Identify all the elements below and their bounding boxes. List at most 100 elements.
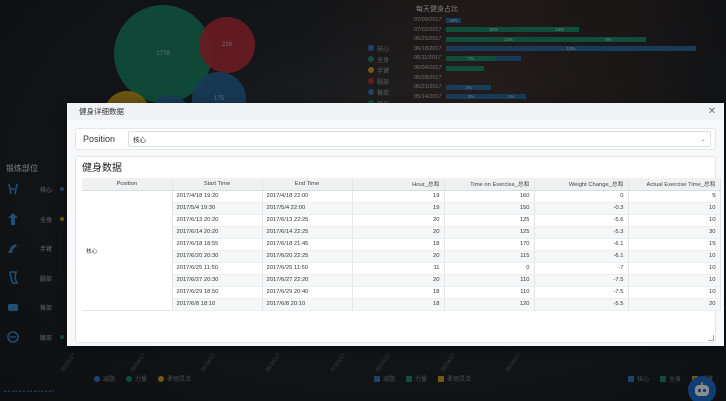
legend-label[interactable]: 全身 — [377, 58, 390, 64]
position-filter-label: Position — [83, 134, 116, 144]
legend-label[interactable]: 减脂 — [383, 377, 396, 383]
table-cell: -5.5 — [534, 298, 629, 311]
table-row[interactable]: 2017/5/4 19:30 2017/5/4 22:00 19 150 -0.3 10 — [82, 202, 721, 215]
table-row[interactable]: 2017/6/14 20:20 2017/6/14 22:25 20 125 -5.3 3… — [82, 226, 721, 239]
table-cell: -5.3 — [534, 226, 629, 239]
table-cell: 10 — [628, 274, 721, 287]
sidebar-item-label[interactable]: 腰部 — [40, 335, 53, 342]
legend-label[interactable]: 核心 — [637, 377, 650, 383]
legend-label[interactable]: 腿部 — [377, 80, 390, 86]
legend-label[interactable]: 减脂 — [103, 377, 116, 383]
arm-icon[interactable] — [5, 240, 21, 256]
table-cell: 2017/5/4 19:30 — [172, 202, 263, 215]
robot-icon — [695, 382, 709, 396]
table-cell: 20 — [628, 298, 721, 311]
bar-date: 06/11/2017 — [414, 55, 442, 62]
table-cell: 18 — [352, 238, 445, 251]
table-cell: 2017/6/20 22:25 — [262, 250, 353, 263]
bar-row[interactable]: 06/04/2017 — [414, 65, 484, 71]
sidebar-item-label[interactable]: 腿部 — [40, 276, 53, 283]
waist-icon[interactable] — [5, 329, 21, 345]
legend-label[interactable]: 柔韧灵活 — [447, 377, 472, 383]
sidebar-item-label[interactable]: 手臂 — [40, 247, 53, 253]
bar-date: 06/18/2017 — [414, 45, 442, 52]
legend-marker — [158, 375, 165, 382]
legend-label[interactable]: 全身 — [669, 377, 682, 383]
table-cell: 15 — [628, 238, 721, 251]
column-header[interactable]: Weight Change_总和 — [534, 178, 629, 191]
bar-row[interactable]: 06/18/2017 13% — [414, 46, 696, 52]
table-body: 核心 2017/4/18 19:20 2017/4/18 22:00 19 160 0 5 2… — [82, 190, 721, 311]
column-header[interactable]: Hour_总和 — [352, 178, 445, 191]
bar-row[interactable]: 05/21/2017 3% — [414, 84, 491, 90]
table-cell: 2017/6/8 20:10 — [262, 298, 353, 311]
bar-row[interactable]: 06/25/2017 13% 8% — [414, 36, 646, 42]
sidebar-item-label[interactable]: 全身 — [40, 217, 53, 224]
hip-icon[interactable] — [5, 299, 21, 315]
resize-handle[interactable] — [708, 335, 714, 341]
bar-row[interactable]: 05/14/2017 3% 1% — [414, 94, 526, 100]
table-row[interactable]: 2017/6/27 20:30 2017/6/27 22:20 20 110 -7.5 1… — [82, 274, 721, 287]
table-row[interactable]: 2017/6/29 18:50 2017/6/29 20:40 18 110 -7.5 1… — [82, 286, 721, 299]
table-cell: 20 — [352, 214, 445, 227]
legend-label[interactable]: 核心 — [377, 47, 390, 53]
legend-label[interactable]: 臀部 — [377, 91, 390, 97]
table-cell: 2017/6/13 20:20 — [172, 214, 263, 227]
column-header[interactable]: Time on Exercise_总和 — [444, 178, 535, 191]
core-icon[interactable] — [5, 181, 21, 197]
table-row[interactable]: 2017/6/25 11:50 2017/6/25 11:50 11 0 -7 10 — [82, 262, 721, 275]
sidebar-item-label[interactable]: 核心 — [40, 188, 53, 194]
table-cell: 5 — [628, 190, 721, 203]
table-cell: 2017/5/4 22:00 — [262, 202, 353, 215]
table-cell: 125 — [444, 214, 535, 227]
legend-dot — [368, 56, 374, 62]
bar-date: 06/25/2017 — [414, 36, 442, 43]
leg-icon[interactable] — [5, 270, 21, 286]
table-row[interactable]: 2017/6/20 20:30 2017/6/20 22:25 20 115 -6.1 1… — [82, 250, 721, 263]
table-cell: 20 — [352, 250, 445, 263]
modal-header[interactable]: 健身详细数据 ✕ — [67, 103, 724, 120]
bar-row[interactable]: 07/09/2017 18% — [414, 17, 461, 23]
table-row[interactable]: 2017/6/8 18:10 2017/6/8 20:10 18 120 -5.5 20 — [82, 298, 721, 311]
bar-segment: 13% — [446, 36, 571, 42]
legend-label[interactable]: 力量 — [135, 377, 148, 383]
column-header[interactable]: Start Time — [172, 178, 263, 191]
modal-title: 健身详细数据 — [79, 107, 124, 116]
table-title: 健身数据 — [82, 163, 122, 174]
table-row[interactable]: 核心 2017/4/18 19:20 2017/4/18 22:00 19 160 0 5 — [82, 190, 721, 311]
sidebar-item-label[interactable]: 臀部 — [40, 306, 53, 312]
bar-date: 06/04/2017 — [414, 65, 442, 71]
table-cell: 2017/6/27 20:30 — [172, 274, 263, 287]
legend-label[interactable]: 柔韧灵活 — [167, 377, 192, 383]
legend-label[interactable]: 手臂 — [377, 69, 390, 75]
sidebar-title: 锻炼部位 — [6, 164, 38, 173]
bar-row[interactable]: 05/28/2017 — [414, 75, 446, 81]
table-cell: 160 — [444, 190, 535, 203]
position-select-value: 核心 — [133, 137, 146, 144]
legend-dot — [368, 45, 374, 51]
bar-row[interactable]: 07/02/2017 30% 15% — [414, 27, 579, 33]
column-header[interactable]: End Time — [262, 178, 353, 191]
chat-robot-button[interactable] — [688, 376, 716, 401]
table-cell: -7.5 — [534, 286, 629, 299]
close-icon[interactable]: ✕ — [707, 105, 717, 117]
table-row[interactable]: 2017/6/18 18:55 2017/6/18 21:45 18 170 -6.1 1… — [82, 238, 721, 251]
table-cell: 0 — [534, 190, 629, 203]
bubble[interactable]: 216 — [199, 17, 255, 73]
column-header[interactable]: Position — [82, 178, 173, 191]
position-filter: Position 核心 ⌄ — [75, 128, 716, 150]
bar-segment: 13% — [446, 46, 696, 52]
position-select[interactable]: 核心 ⌄ — [128, 131, 711, 147]
table-row[interactable]: 2017/6/13 20:20 2017/6/13 22:25 20 125 -5.6 1… — [82, 214, 721, 227]
legend-marker — [406, 375, 413, 382]
legend-label[interactable]: 力量 — [415, 377, 428, 383]
table-cell: 2017/4/18 19:20 — [172, 190, 263, 203]
table-cell: -6.1 — [534, 250, 629, 263]
bar-segment: 3% — [446, 94, 496, 100]
bar-row[interactable]: 06/11/2017 7% — [414, 55, 521, 61]
column-header[interactable]: Actual Exercise Time_总和 — [628, 178, 721, 191]
table-cell: 2017/6/14 20:20 — [172, 226, 263, 239]
table-cell: 2017/6/20 20:30 — [172, 250, 263, 263]
fullbody-icon[interactable] — [5, 211, 21, 227]
table-cell: -7.5 — [534, 274, 629, 287]
